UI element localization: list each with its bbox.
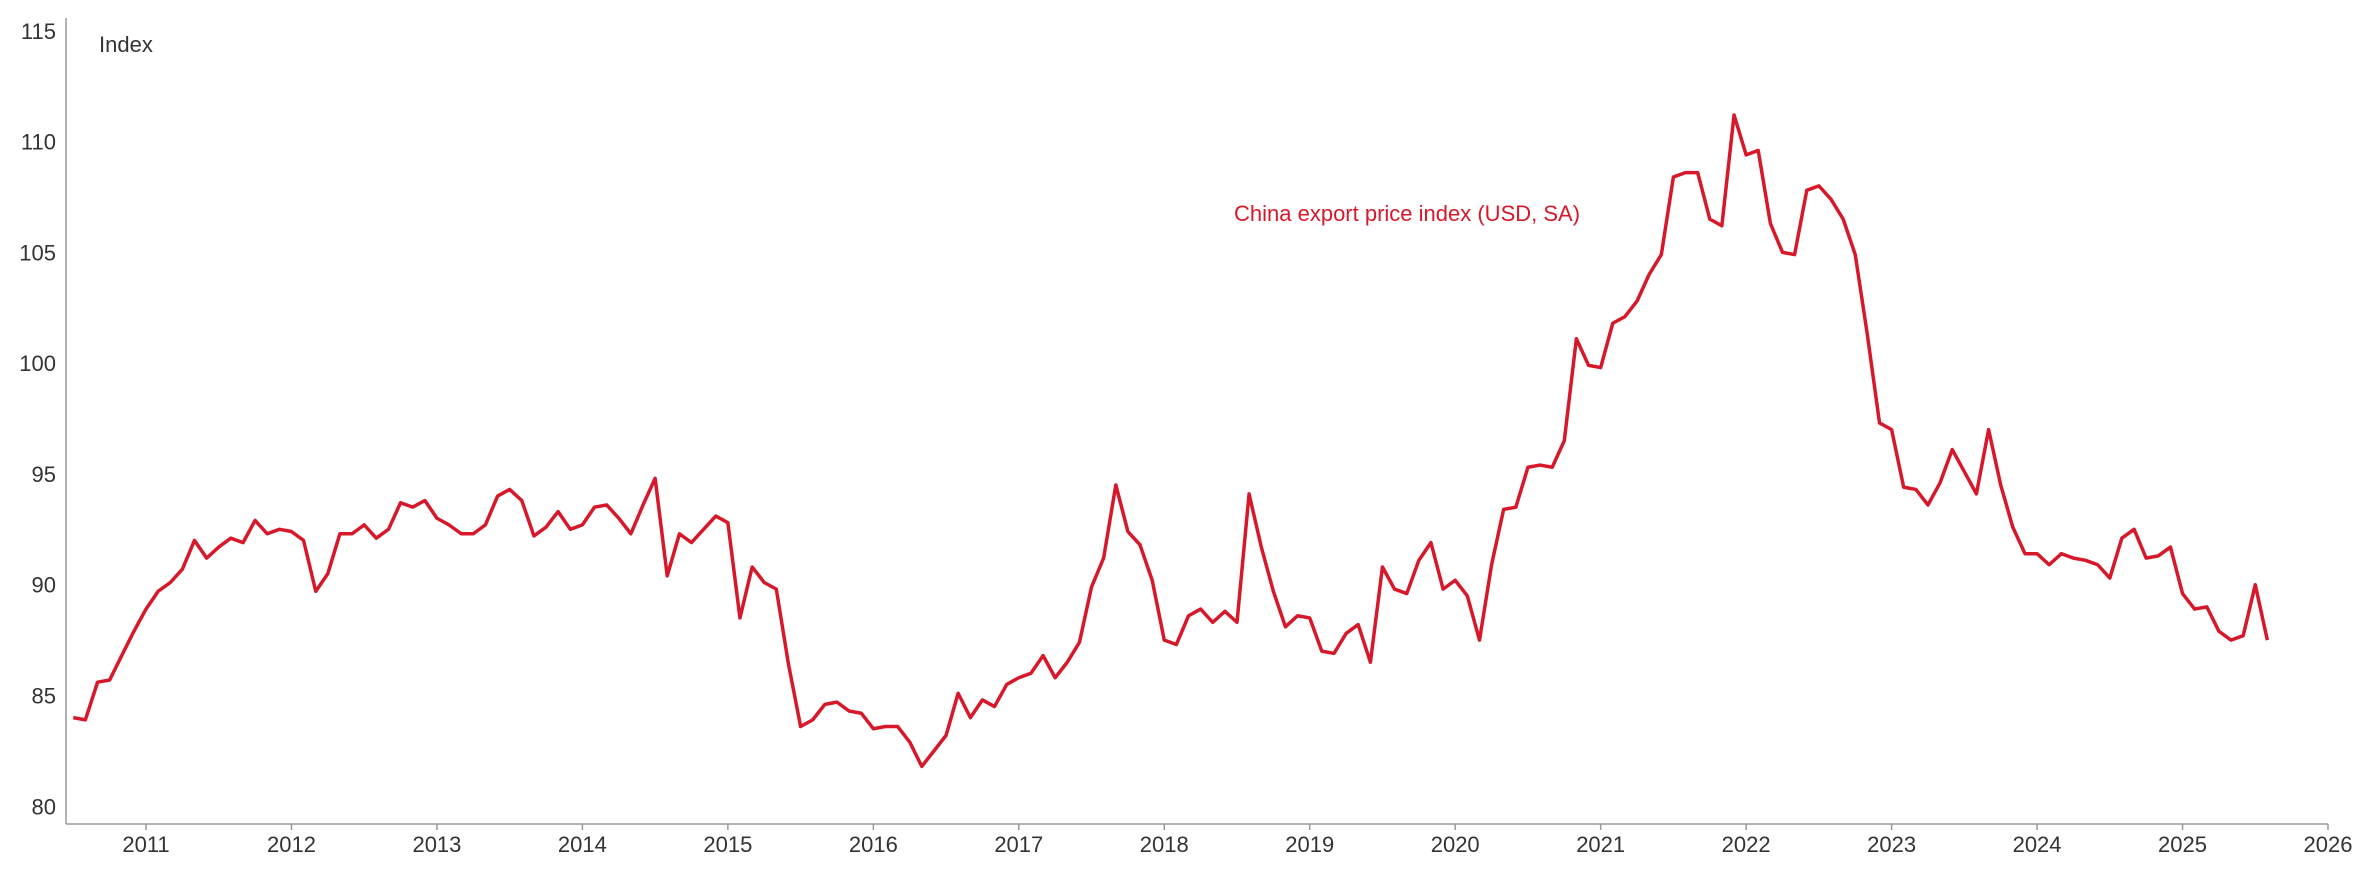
x-tick-label: 2023	[1867, 832, 1916, 857]
x-tick-label: 2011	[122, 832, 169, 857]
y-tick-label: 115	[21, 19, 56, 44]
x-tick-label: 2022	[1722, 832, 1771, 857]
annotation: China export price index (USD, SA)	[1234, 201, 1580, 226]
y-tick-label: 90	[32, 573, 56, 598]
y-tick-label: 80	[32, 794, 56, 819]
y-tick-label: 105	[19, 240, 56, 265]
x-tick-label: 2018	[1140, 832, 1189, 857]
x-tick-label: 2017	[994, 832, 1043, 857]
y-tick-label: 100	[19, 351, 56, 376]
x-tick-label: 2013	[412, 832, 461, 857]
y-tick-label: 85	[32, 684, 56, 709]
x-tick-label: 2025	[2158, 832, 2207, 857]
data-line	[72, 113, 2270, 769]
x-tick-label: 2016	[849, 832, 898, 857]
x-tick-label: 2026	[2304, 832, 2353, 857]
x-tick-label: 2014	[558, 832, 607, 857]
x-tick-label: 2020	[1431, 832, 1480, 857]
x-tick-label: 2012	[267, 832, 316, 857]
y-tick-label: 110	[21, 130, 56, 155]
x-tick-label: 2019	[1285, 832, 1334, 857]
x-tick-label: 2015	[703, 832, 752, 857]
y-axis-label: Index	[99, 32, 153, 57]
x-tick-label: 2024	[2013, 832, 2062, 857]
x-tick-label: 2021	[1576, 832, 1625, 857]
y-tick-label: 95	[32, 462, 56, 487]
